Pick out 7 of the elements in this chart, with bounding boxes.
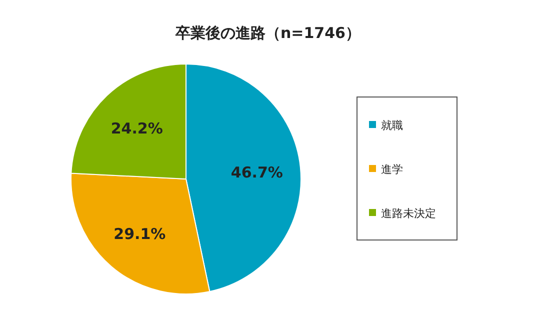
legend-label: 進路未決定 (381, 207, 436, 220)
legend-label: 就職 (381, 119, 403, 132)
data-label: 29.1% (114, 225, 166, 244)
data-label: 46.7% (230, 164, 283, 182)
data-label: 24.2% (110, 119, 163, 138)
legend-label: 進学 (381, 163, 403, 176)
chart-title: 卒業後の進路（n=1746） (174, 24, 360, 42)
